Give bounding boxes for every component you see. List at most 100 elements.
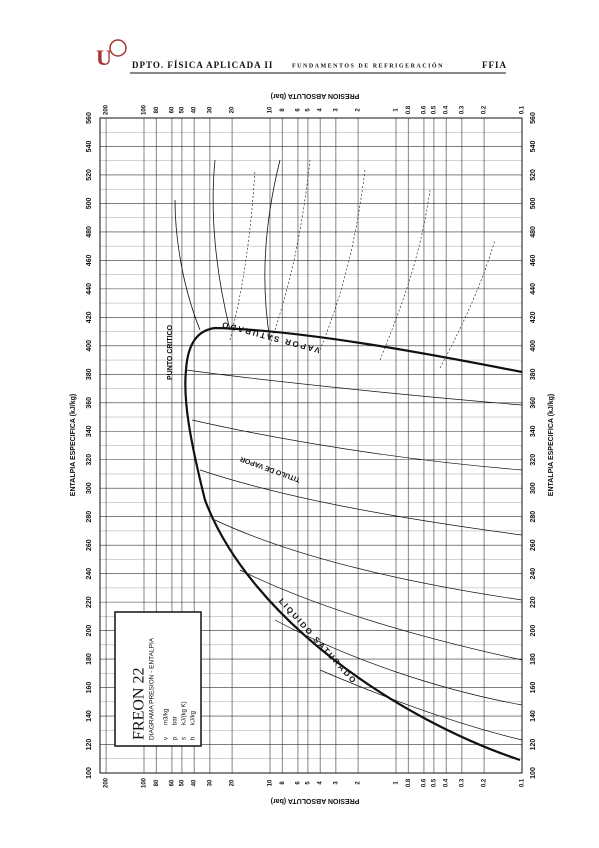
enthalpy-tick-left: 520	[86, 169, 93, 181]
enthalpy-tick-left: 160	[86, 682, 93, 694]
pressure-tick-top: 100	[142, 104, 148, 115]
pressure-tick-top: 50	[180, 106, 186, 113]
pressure-tick-top: 20	[230, 106, 236, 113]
pressure-tick-top: 200	[104, 104, 110, 115]
enthalpy-tick-right: 440	[530, 283, 537, 295]
enthalpy-tick-left: 260	[86, 539, 93, 551]
enthalpy-tick-left: 560	[86, 112, 93, 124]
pressure-tick-top: 2	[356, 108, 362, 112]
enthalpy-tick-right: 380	[530, 368, 537, 380]
pressure-tick-bottom: 5	[306, 781, 312, 785]
pressure-tick-bottom: 3	[333, 781, 339, 785]
enthalpy-tick-left: 300	[86, 482, 93, 494]
school: FFIA	[482, 60, 507, 70]
unit-symbol: v	[164, 737, 170, 740]
enthalpy-tick-left: 480	[86, 226, 93, 238]
enthalpy-tick-right: 240	[530, 568, 537, 580]
pressure-tick-bottom: 0.3	[459, 778, 465, 787]
pressure-tick-bottom: 0.4	[444, 778, 450, 787]
enthalpy-tick-left: 400	[86, 340, 93, 352]
pressure-tick-bottom: 10	[268, 779, 274, 786]
unit-symbol: p	[173, 736, 179, 740]
pressure-tick-top: 0.1	[520, 105, 526, 114]
pressure-tick-bottom: 0.1	[520, 778, 526, 787]
enthalpy-tick-left: 220	[86, 596, 93, 608]
enthalpy-tick-right: 560	[530, 112, 537, 124]
enthalpy-tick-right: 480	[530, 226, 537, 238]
pressure-title-top: PRESION ABSOLUTA (bar)	[271, 92, 360, 99]
pressure-tick-bottom: 100	[142, 777, 148, 788]
enthalpy-tick-right: 220	[530, 596, 537, 608]
enthalpy-tick-right: 420	[530, 311, 537, 323]
pressure-tick-bottom: 1	[394, 781, 400, 785]
pressure-tick-bottom: 20	[230, 779, 236, 786]
pressure-tick-bottom: 0.5	[432, 778, 438, 787]
unit-value: kJ/(kg K)	[182, 701, 188, 725]
enthalpy-tick-right: 500	[530, 197, 537, 209]
enthalpy-tick-right: 520	[530, 169, 537, 181]
pressure-tick-bottom: 30	[207, 779, 213, 786]
legend-subtitle: DIAGRAMA PRESION - ENTALPIA	[149, 637, 156, 740]
enthalpy-tick-left: 200	[86, 625, 93, 637]
pressure-tick-bottom: 4	[318, 781, 324, 785]
pressure-tick-bottom: 6	[296, 781, 302, 785]
pressure-tick-bottom: 200	[104, 777, 110, 788]
pressure-tick-top: 10	[268, 106, 274, 113]
sat-liquid-label: LIQUIDO SATURADO	[277, 597, 359, 686]
enthalpy-tick-left: 460	[86, 254, 93, 266]
pressure-tick-bottom: 8	[280, 781, 286, 785]
enthalpy-tick-left: 340	[86, 425, 93, 437]
logo: U	[96, 39, 127, 70]
pressure-tick-top: 0.5	[432, 105, 438, 114]
pressure-tick-top: 60	[170, 106, 176, 113]
pressure-tick-bottom: 0.2	[482, 778, 488, 787]
enthalpy-tick-left: 540	[86, 141, 93, 153]
pressure-tick-top: 0.3	[459, 105, 465, 114]
pressure-tick-top: 8	[280, 108, 286, 112]
pressure-tick-top: 0.6	[422, 105, 428, 114]
enthalpy-tick-right: 540	[530, 141, 537, 153]
enthalpy-tick-right: 120	[530, 739, 537, 751]
enthalpy-tick-left: 320	[86, 454, 93, 466]
unit-value: m3/kg	[164, 709, 170, 725]
plot-frame	[99, 117, 523, 774]
enthalpy-tick-right: 300	[530, 482, 537, 494]
enthalpy-tick-right: 260	[530, 539, 537, 551]
pressure-tick-top: 5	[306, 108, 312, 112]
enthalpy-tick-right: 360	[530, 397, 537, 409]
pressure-tick-bottom: 2	[356, 781, 362, 785]
enthalpy-tick-left: 120	[86, 739, 93, 751]
quality-label: TITULO DE VAPOR	[239, 455, 301, 483]
course: FUNDAMENTOS DE REFRIGERACIÓN	[292, 61, 444, 69]
curves	[174, 159, 523, 762]
pressure-tick-top: 3	[333, 108, 339, 112]
enthalpy-tick-right: 320	[530, 454, 537, 466]
pressure-tick-top: 0.8	[406, 105, 412, 114]
legend-units: v m3/kg p bar s kJ/(kg K) h kJ/kg	[164, 701, 197, 740]
enthalpy-tick-left: 100	[86, 767, 93, 779]
enthalpy-tick-left: 380	[86, 368, 93, 380]
enthalpy-tick-right: 140	[530, 710, 537, 722]
pressure-title-bottom: PRESION ABSOLUTA (bar)	[271, 797, 360, 804]
pressure-tick-bottom: 80	[154, 779, 160, 786]
dept: DPTO. FÍSICA APLICADA II	[132, 60, 273, 70]
enthalpy-tick-left: 280	[86, 511, 93, 523]
enthalpy-tick-left: 240	[86, 568, 93, 580]
pressure-tick-top: 80	[154, 106, 160, 113]
pressure-tick-top: 30	[207, 106, 213, 113]
pressure-tick-bottom: 0.6	[422, 778, 428, 787]
legend-box	[114, 611, 202, 747]
pressure-tick-bottom: 60	[170, 779, 176, 786]
pressure-tick-bottom: 50	[180, 779, 186, 786]
enthalpy-tick-right: 400	[530, 340, 537, 352]
unit-value: bar	[173, 716, 179, 725]
enthalpy-tick-right: 160	[530, 682, 537, 694]
pressure-tick-top: 0.4	[444, 105, 450, 114]
enthalpy-tick-right: 460	[530, 254, 537, 266]
pressure-tick-top: 6	[296, 108, 302, 112]
unit-symbol: h	[191, 737, 197, 740]
svg-text:U: U	[96, 45, 112, 70]
